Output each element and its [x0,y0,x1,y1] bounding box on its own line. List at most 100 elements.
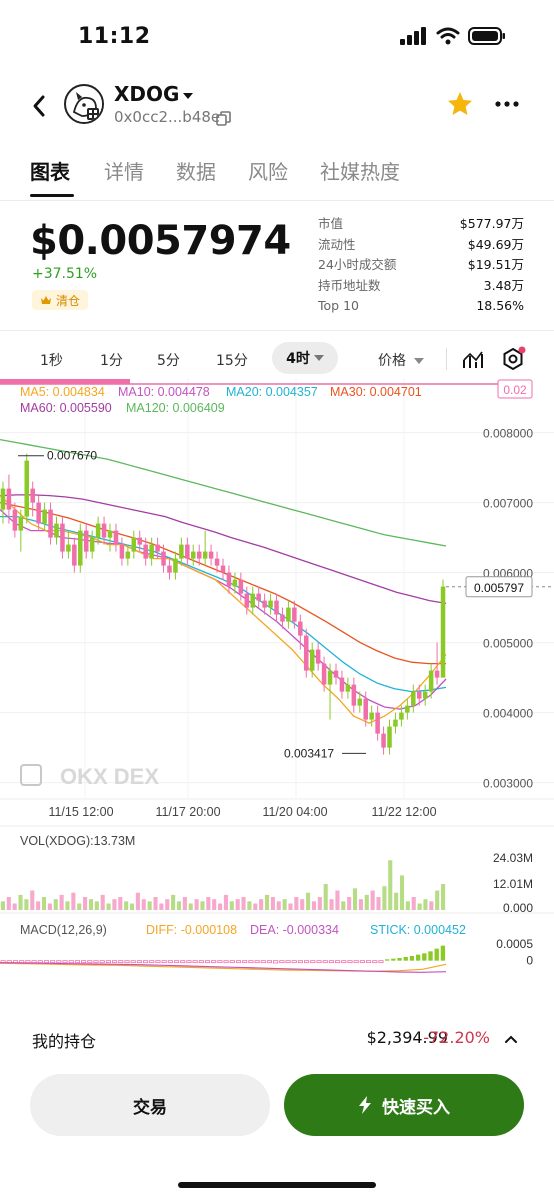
interval-1s[interactable]: 1秒 [40,353,63,369]
macd-bar [440,945,446,961]
caret-down-icon[interactable] [182,90,194,102]
volume-bar [147,901,152,910]
volume-bar [71,892,76,910]
chevron-up-icon[interactable] [504,1034,518,1044]
stat-row: 流动性 $49.69万 [318,235,524,256]
current-price-box [465,576,533,598]
trade-button[interactable]: 交易 [30,1074,270,1136]
ma-guide-bar [0,379,130,384]
separator [446,348,447,370]
volume-bar [165,899,170,910]
candle [89,537,95,552]
chevron-left-icon[interactable] [28,92,50,120]
macd-bar [43,960,50,964]
indicator-icon[interactable] [462,350,484,370]
holding-value: $2,394.99 [366,1028,448,1047]
tab-chart[interactable]: 图表 [30,160,70,184]
candle [119,544,125,559]
volume-bar [212,899,217,910]
holding-label: 我的持仓 [32,1032,97,1051]
volume-bar [235,899,240,910]
x-tick-label: 11/20 04:00 [262,805,327,819]
volume-bar [88,899,94,910]
stat-value: $19.51万 [467,257,524,272]
volume-bar [306,892,311,910]
candle [393,719,398,727]
candle [351,684,357,706]
tab-data[interactable]: 数据 [176,160,216,184]
volume-bar [106,903,111,910]
macd-bar [198,960,204,964]
tab-underline [30,194,74,197]
price-select-label: 价格 [378,353,406,369]
macd-bar [25,960,31,964]
volume-bar [364,894,369,910]
holding-row[interactable]: 我的持仓 $2,394.99 -72.20% [0,1024,554,1058]
macd-bar [99,960,105,964]
macd-bar [118,960,124,964]
more-icon[interactable] [494,100,520,108]
volume-bar [141,899,146,910]
macd-bar [366,960,372,964]
volume-tick-label: 12.01M [493,877,533,891]
macd-bar [149,960,155,964]
interval-5m[interactable]: 5分 [157,353,180,369]
volume-bar [223,894,228,910]
macd-bar [434,948,439,961]
macd-bar [273,960,279,964]
volume-bar [182,897,187,910]
ma-label: MA30: 0.004701 [330,385,422,399]
volume-bar [6,897,11,910]
interval-4h[interactable]: 4时 [272,342,338,374]
volume-bar [358,899,363,910]
candle [48,509,53,538]
macd-bar [397,958,402,961]
tab-social[interactable]: 社媒热度 [320,160,400,184]
stat-value: $49.69万 [467,236,524,252]
macd-bar [266,960,273,964]
copy-icon[interactable] [216,111,231,126]
volume-bar [423,899,428,910]
ma-label: MA20: 0.004357 [226,385,318,399]
volume-bar [36,901,41,910]
y-tick-label: 0.007000 [483,497,533,511]
interval-bar: 1秒 1分 5分 15分 4时 价格 [0,342,554,378]
candle [137,537,143,545]
volume-bar [77,903,82,910]
macd-bar [62,960,68,964]
macd-bar [248,960,254,964]
fullscreen-icon [20,764,42,786]
price-select[interactable]: 价格 [378,350,425,370]
interval-15m[interactable]: 15分 [216,353,248,369]
candle [167,565,172,573]
candle [321,663,327,685]
interval-1m[interactable]: 1分 [100,353,123,369]
volume-bar [282,899,287,910]
macd-bar [31,960,37,964]
volume-bar [376,897,381,910]
volume-bar [176,901,182,910]
y-tick-label: 0.004000 [483,707,533,721]
macd-bar [254,960,260,964]
candle [411,691,416,706]
tab-risk[interactable]: 风险 [248,160,288,184]
chart-settings-icon[interactable] [500,346,526,372]
quick-buy-button[interactable]: 快速买入 [284,1074,524,1136]
star-icon[interactable] [446,90,474,118]
volume-label: VOL(XDOG):13.73M [20,834,135,848]
stat-label: 流动性 [318,236,356,252]
y-tick-label: 0.008000 [483,427,533,441]
macd-bar [242,960,248,964]
candle [220,565,226,573]
volume-bar [135,892,140,910]
stat-row: 市值 $577.97万 [318,214,524,235]
candle [428,670,434,692]
x-tick-label: 11/17 20:00 [155,805,220,819]
candle [345,684,351,692]
token-name[interactable]: XDOG [114,82,180,106]
chart-area[interactable]: 0.0080000.0070000.0060000.0050000.004000… [0,378,554,978]
candle [6,488,12,510]
tab-details[interactable]: 详情 [104,160,144,184]
macd-label: DIFF: -0.000108 [146,923,237,937]
macd-bar [130,960,136,964]
